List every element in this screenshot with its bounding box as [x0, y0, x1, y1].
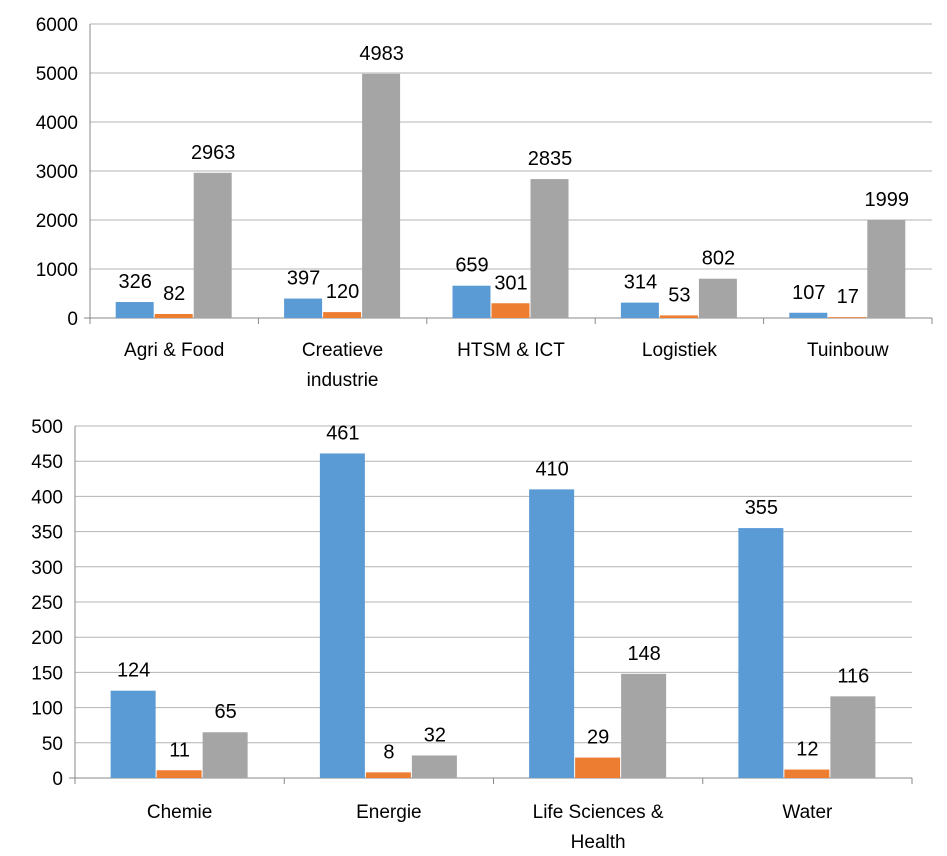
category-label: Water [782, 802, 833, 823]
bar [828, 317, 867, 318]
data-label: 29 [587, 727, 609, 749]
data-label: 120 [326, 281, 359, 303]
data-label: 802 [702, 248, 735, 270]
y-tick-label: 500 [31, 417, 63, 438]
data-label: 116 [837, 665, 869, 687]
bar [491, 303, 530, 318]
category-label: Energie [356, 802, 422, 823]
bar [784, 769, 830, 778]
y-tick-label: 350 [31, 523, 63, 544]
bar [738, 528, 784, 778]
data-label: 4983 [359, 43, 404, 65]
y-tick-label: 450 [31, 452, 63, 473]
bar [362, 73, 401, 318]
y-tick-label: 50 [42, 734, 63, 755]
bar [193, 172, 232, 318]
y-tick-label: 300 [31, 558, 63, 579]
bar [365, 772, 411, 778]
y-tick-label: 6000 [36, 15, 78, 36]
data-label: 8 [383, 741, 394, 763]
y-tick-label: 5000 [36, 64, 78, 85]
data-label: 326 [119, 271, 152, 293]
bar [621, 673, 667, 778]
bar [529, 489, 575, 778]
data-label: 410 [535, 458, 568, 480]
y-tick-label: 100 [31, 699, 63, 720]
bar [319, 453, 365, 778]
category-label: Agri & Food [124, 340, 224, 361]
chart-top: 0 1000 2000 3000 4000 5000 6000 326 82 2963 Agri &… [36, 15, 933, 391]
bar [620, 302, 659, 318]
data-label: 2963 [191, 142, 236, 164]
data-label: 2835 [528, 148, 573, 170]
category-label: Logistiek [642, 340, 717, 361]
data-label: 65 [215, 701, 237, 723]
data-label: 301 [494, 272, 527, 294]
y-tick-label: 2000 [36, 211, 78, 232]
bar [659, 315, 698, 318]
data-label: 1999 [865, 189, 910, 211]
bar [530, 179, 569, 318]
chart-bottom: 0 50 100 150 200 250 300 350 400 450 500 124 11 65 Che… [31, 417, 913, 853]
category-label: industrie [307, 370, 379, 391]
bar [156, 770, 202, 778]
bar [575, 757, 621, 778]
data-label: 32 [424, 724, 446, 746]
data-label: 659 [455, 255, 488, 277]
bar [154, 313, 193, 318]
bar [323, 312, 362, 318]
data-label: 148 [627, 643, 660, 665]
bar [698, 278, 737, 318]
bar [115, 302, 154, 318]
y-tick-label: 200 [31, 628, 63, 649]
y-tick-label: 150 [31, 663, 63, 684]
category-label: Tuinbouw [807, 340, 889, 361]
y-tick-label: 3000 [36, 162, 78, 183]
category-label: Creatieve [302, 340, 383, 361]
data-label: 397 [287, 268, 320, 290]
data-label: 355 [745, 497, 778, 519]
category-label: Chemie [147, 802, 212, 823]
y-tick-label: 250 [31, 593, 63, 614]
category-label: HTSM & ICT [457, 340, 565, 361]
data-label: 314 [624, 272, 657, 294]
y-tick-label: 4000 [36, 113, 78, 134]
data-label: 107 [792, 282, 825, 304]
data-label: 11 [169, 739, 190, 761]
bar [202, 732, 248, 778]
bar [867, 220, 906, 318]
y-tick-label: 1000 [36, 260, 78, 281]
bar [284, 298, 323, 318]
data-label: 82 [163, 283, 185, 305]
y-tick-label: 0 [67, 309, 78, 330]
y-tick-label: 400 [31, 487, 63, 508]
category-label: Life Sciences & [533, 802, 664, 823]
category-label: Health [571, 832, 626, 853]
data-label: 461 [326, 422, 359, 444]
data-label: 53 [668, 284, 690, 306]
bar [110, 690, 156, 778]
data-label: 12 [796, 739, 818, 761]
bar [830, 696, 876, 778]
bar [452, 285, 491, 318]
y-tick-label: 0 [52, 769, 63, 790]
bar [411, 755, 457, 778]
data-label: 17 [837, 286, 859, 308]
data-label: 124 [117, 660, 150, 682]
bar [789, 312, 828, 318]
